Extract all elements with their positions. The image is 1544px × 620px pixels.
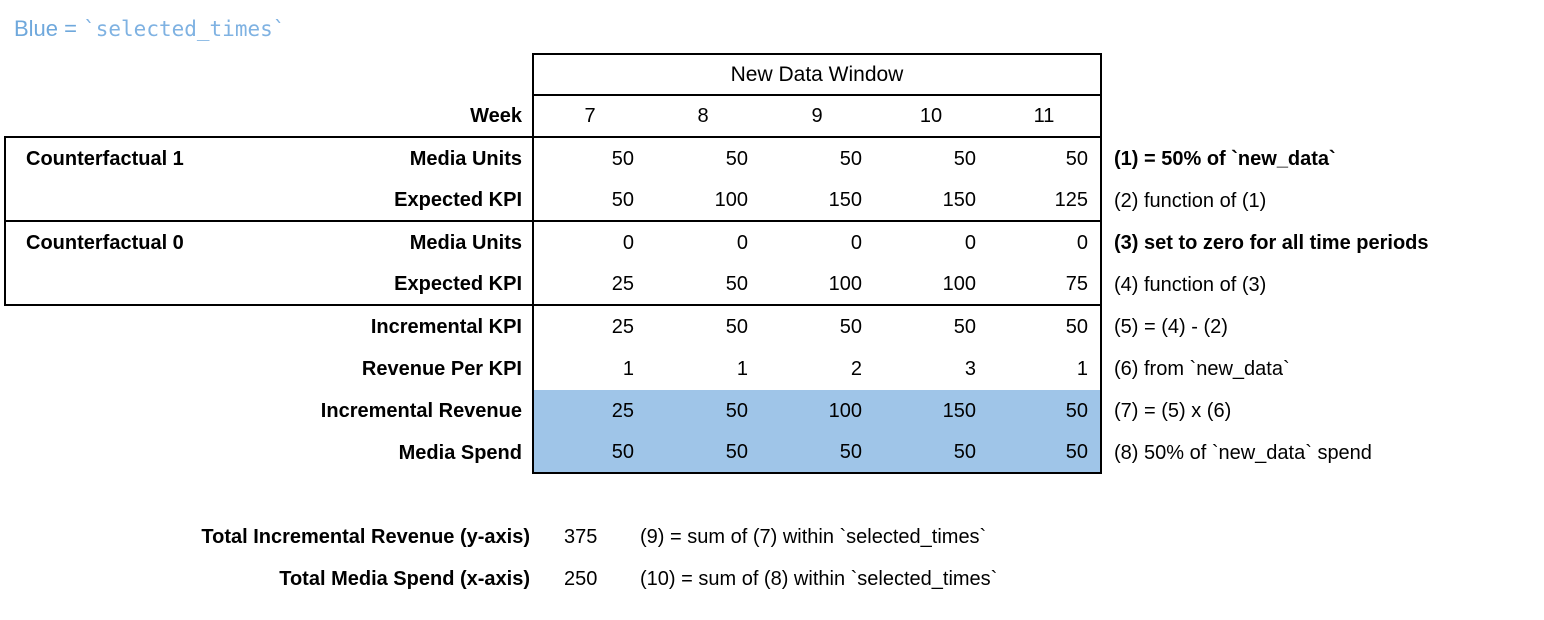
row-label: Expected KPI	[4, 180, 532, 222]
data-cell: 150	[874, 180, 988, 222]
row-label: Counterfactual 0 Media Units	[4, 222, 532, 264]
data-cell: 50	[839, 147, 862, 170]
data-cell: 50	[839, 315, 862, 338]
row-label: Counterfactual 1 Media Units	[4, 138, 532, 180]
data-cell: 1	[532, 348, 646, 390]
row-annotation: (6) from `new_data`	[1114, 357, 1290, 380]
data-cell: 50	[646, 432, 760, 474]
data-cell: 25	[532, 306, 646, 348]
data-cell: 50	[953, 147, 976, 170]
data-cell: 50	[988, 432, 1102, 474]
data-cell: 1	[988, 348, 1102, 390]
data-cell: 50	[725, 147, 748, 170]
summary-row: Total Incremental Revenue (y-axis) 375 (9)…	[4, 516, 997, 558]
row-annotation: (8) 50% of `new_data` spend	[1114, 441, 1372, 464]
summary-totals: Total Incremental Revenue (y-axis) 375 (9)…	[4, 516, 997, 600]
data-cell: 25	[532, 390, 646, 432]
week-row-label: Week	[4, 96, 532, 138]
data-cell: 50	[646, 390, 760, 432]
data-cell: 50	[532, 180, 646, 222]
row-label: Incremental Revenue	[4, 390, 532, 432]
summary-label: Total Media Spend (x-axis)	[279, 567, 530, 590]
data-cell: 100	[760, 390, 874, 432]
data-cell: 50	[646, 264, 760, 306]
row-annotation: (3) set to zero for all time periods	[1114, 231, 1429, 254]
summary-value: 250	[564, 567, 598, 590]
row-label-text: Expected KPI	[394, 188, 522, 211]
legend-note-prefix: Blue =	[14, 16, 84, 41]
data-cell: 50	[532, 432, 646, 474]
row-annotation: (1) = 50% of `new_data`	[1114, 147, 1336, 170]
data-cell: 50	[988, 390, 1102, 432]
data-cell: 50	[532, 138, 646, 180]
group-label: Counterfactual 1	[26, 147, 184, 170]
data-cell: 3	[964, 357, 976, 380]
week-cell: 7	[532, 96, 646, 138]
row-annotation: (7) = (5) x (6)	[1114, 399, 1232, 422]
row-label-text: Expected KPI	[394, 272, 522, 295]
data-cell: 50	[760, 432, 874, 474]
data-table: New Data Window Week 7 8 9 10 11 Counterfactual…	[4, 53, 1538, 474]
week-cell: 8	[646, 96, 760, 138]
legend-note: Blue = `selected_times`	[14, 16, 285, 42]
row-label-text: Incremental KPI	[370, 315, 522, 338]
row-label-text: Media Units	[409, 147, 522, 170]
data-cell: 150	[760, 180, 874, 222]
data-cell: 50	[874, 432, 988, 474]
data-cell: 0	[988, 222, 1102, 264]
week-cell: 11	[988, 96, 1102, 138]
summary-value: 375	[564, 525, 598, 548]
row-label: Media Spend	[4, 432, 532, 474]
row-label-text: Media Units	[409, 231, 522, 254]
data-cell: 0	[850, 231, 862, 254]
data-cell: 150	[874, 390, 988, 432]
legend-note-code: `selected_times`	[83, 17, 286, 41]
data-cell: 100	[874, 264, 988, 306]
week-cell: 9	[760, 96, 874, 138]
table-header-new-data-window: New Data Window	[532, 53, 1102, 96]
row-label: Expected KPI	[4, 264, 532, 306]
summary-annotation: (10) = sum of (8) within `selected_times…	[640, 567, 998, 590]
row-annotation: (4) function of (3)	[1114, 273, 1267, 296]
data-cell: 50	[953, 315, 976, 338]
row-annotation: (5) = (4) - (2)	[1114, 315, 1228, 338]
summary-row: Total Media Spend (x-axis) 250 (10) = sum …	[4, 558, 997, 600]
summary-label: Total Incremental Revenue (y-axis)	[201, 525, 530, 548]
data-cell: 0	[532, 222, 646, 264]
row-label-text: Incremental Revenue	[320, 399, 522, 422]
row-annotation: (2) function of (1)	[1114, 189, 1267, 212]
data-cell: 0	[736, 231, 748, 254]
summary-annotation: (9) = sum of (7) within `selected_times`	[640, 525, 987, 548]
group-label: Counterfactual 0	[26, 231, 184, 254]
week-cell: 10	[874, 96, 988, 138]
row-label-text: Revenue Per KPI	[361, 357, 522, 380]
data-cell: 125	[988, 180, 1102, 222]
row-label-text: Media Spend	[398, 441, 522, 464]
data-cell: 25	[532, 264, 646, 306]
data-cell: 1	[736, 357, 748, 380]
data-cell: 50	[988, 138, 1102, 180]
data-cell: 50	[988, 306, 1102, 348]
data-cell: 50	[725, 315, 748, 338]
data-cell: 100	[760, 264, 874, 306]
data-cell: 2	[850, 357, 862, 380]
row-label: Incremental KPI	[4, 306, 532, 348]
data-cell: 100	[646, 180, 760, 222]
row-label: Revenue Per KPI	[4, 348, 532, 390]
data-cell: 0	[964, 231, 976, 254]
data-cell: 75	[988, 264, 1102, 306]
